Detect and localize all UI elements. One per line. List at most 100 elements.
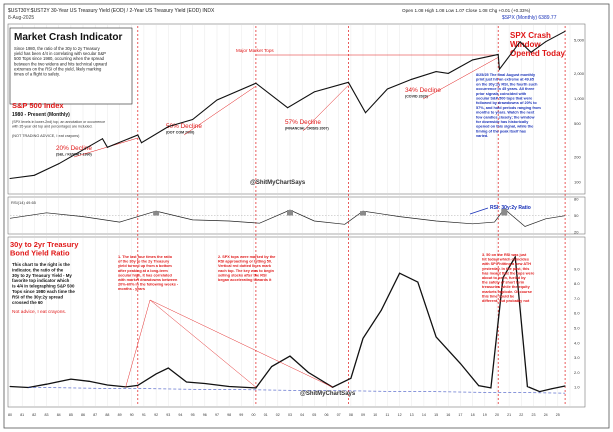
spx-y-tick: 100 (574, 179, 581, 184)
x-tick-label: 05 (312, 413, 316, 417)
decline-pct: 57% Decline (285, 119, 321, 126)
ratio-y-tick: 7.0 (574, 296, 580, 301)
text-line: RSI of the 30y:2y spread (12, 294, 63, 299)
x-tick-label: 08 (349, 413, 353, 417)
text-line: followed by drawdowns of 20% to (476, 101, 537, 105)
rsi-label: RSI(14) 49.65 (11, 200, 37, 205)
text-line: (SPX levels in lower-2nd) top, an annota… (12, 120, 105, 124)
spx-point (167, 126, 169, 128)
text-line: yesterday. In the past, this (482, 267, 529, 271)
ratio-point (271, 366, 273, 367)
rsi-y-tick: 20 (574, 230, 579, 235)
ratio-point (255, 387, 257, 389)
ratio-point (204, 383, 206, 384)
text-line: about to be in, fueled by (482, 276, 527, 280)
text-line: 2. SPX tops were marked by the (218, 255, 275, 259)
text-line: Vertical red dotted lines mark (218, 264, 272, 268)
x-tick-label: 99 (239, 413, 243, 417)
ratio-point (459, 363, 461, 364)
ratio-note: 2. SPX tops were marked by the RSI approa… (218, 255, 275, 282)
ratio-point (526, 386, 528, 387)
ratio-point (502, 277, 504, 279)
text-line: crossed the 60 (12, 300, 43, 305)
x-tick-label: 12 (398, 413, 402, 417)
spx-point (106, 146, 108, 148)
text-line: Window (510, 40, 541, 49)
ratio-point (362, 337, 364, 339)
decline-pct: 50% Decline (166, 123, 202, 130)
ratio-point (88, 380, 90, 382)
panel-sp500 (7, 23, 586, 195)
crash-window-title: SPX Crash Window Opened Today (510, 31, 566, 58)
text-line: occurrence in 45 years. All three (476, 87, 534, 91)
x-tick-label: 88 (105, 413, 109, 417)
symbol-line: $UST30Y:$UST2Y 30-Year US Treasury Yield… (8, 8, 215, 14)
spx-series (9, 30, 566, 180)
x-tick-label: 81 (20, 413, 24, 417)
text-line: different, but probably not (482, 299, 530, 303)
spx-point (347, 81, 349, 83)
text-line: has meant that the tops were (482, 271, 534, 275)
x-tick-label: 17 (458, 413, 462, 417)
x-tick-label: 23 (532, 413, 536, 417)
spx-point (313, 91, 315, 93)
price-label: $SPX (Monthly) 6389.77 (502, 15, 557, 21)
text-line: of the 30y to the 2y Treasury (118, 260, 170, 264)
text-line: on the 30y:2y RSI, the fourth such (476, 82, 538, 86)
text-line: yield has been 4/4 in correlating with s… (14, 51, 106, 56)
text-line: 1. The last four times the ratio (118, 255, 173, 259)
text-line: Bond Yield Ratio (10, 249, 70, 258)
spx-y-tick: 500 (574, 121, 581, 126)
text-line: each top. The key was to begin (218, 269, 275, 273)
text-line: prior signals coincided with (476, 92, 527, 96)
sp500-subheading: 1980 - Present (Monthly) (12, 112, 70, 118)
spx-point (519, 41, 521, 43)
x-tick-label: 86 (81, 413, 85, 417)
x-tick-label: 03 (288, 413, 292, 417)
ratio-point (70, 378, 72, 380)
x-tick-label: 11 (386, 413, 390, 417)
text-line: 3. 50 on the RSI was just (482, 253, 527, 257)
text-line: extremes on the RSI of the yield, likely… (14, 66, 102, 71)
ratio-point (155, 373, 157, 375)
x-tick-label: 89 (118, 413, 122, 417)
spx-point (411, 78, 413, 80)
watermark-bottom: @ShitMyChartSays (300, 391, 356, 397)
text-line: print just hit an extreme at 49.65 (476, 78, 534, 82)
ratio-point (380, 309, 382, 311)
trough-trendline (28, 387, 566, 394)
text-line: selling stocks after the RSI (218, 273, 267, 277)
note-connector (149, 299, 257, 388)
rsi-signal-fill (501, 208, 508, 216)
rsi-signal-fill (153, 211, 160, 216)
text-line: 30y to 2yr Treasury (10, 240, 79, 249)
text-line: This chart to the right is the (12, 262, 70, 267)
spx-point (472, 59, 474, 61)
rsi-annotation: RSI: 30y:2y Ratio (490, 205, 531, 211)
ratio-point (307, 371, 309, 373)
note-connector (149, 299, 333, 388)
x-tick-label: 25 (556, 413, 560, 417)
spx-line (9, 30, 566, 180)
title-box (9, 27, 133, 105)
spx-point (9, 178, 11, 179)
x-tick-label: 01 (264, 413, 268, 417)
chart-date: 8-Aug-2025 (8, 15, 34, 21)
spx-point (530, 51, 532, 53)
text-line: treasuries while the equity (482, 285, 531, 289)
watermark-top: @ShitMyChartSays (250, 180, 306, 186)
ratio-point (435, 336, 437, 338)
text-line: secular S&P 500 tops that were (476, 97, 532, 101)
x-tick-label: 21 (507, 413, 511, 417)
ratio-y-tick: 8.0 (574, 281, 580, 286)
x-tick-label: 22 (519, 413, 523, 417)
ratio-point (490, 387, 492, 389)
text-line: after peaking at a long-term (118, 269, 168, 273)
x-tick-label: 93 (166, 413, 170, 417)
x-tick-label: 80 (8, 413, 12, 417)
x-tick-label: 00 (252, 413, 256, 417)
price-stats: Open 1.08 High 1.08 Low 1.07 Close 1.08 … (402, 8, 531, 13)
x-tick-label: 94 (178, 413, 182, 417)
ratio-point (167, 367, 169, 369)
text-line: yield turned up from a bottom (118, 264, 172, 268)
